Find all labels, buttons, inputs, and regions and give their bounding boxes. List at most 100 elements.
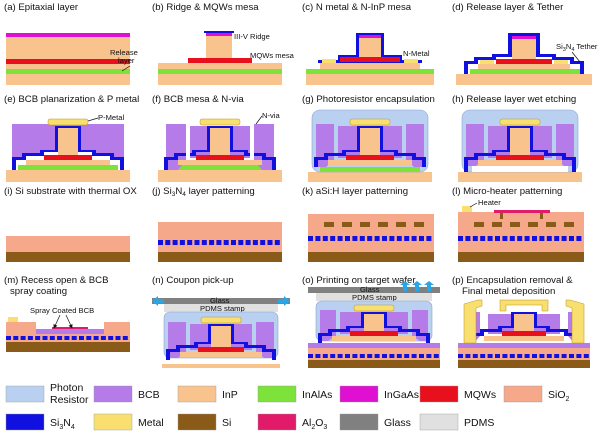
al2o3-layer xyxy=(494,210,550,213)
panel-g-caption: (g) Photoresistor encapsulation xyxy=(302,94,435,105)
si3n4-pattern xyxy=(6,336,128,340)
legend-swatch xyxy=(339,385,379,403)
pattern-block xyxy=(458,236,463,241)
pattern-block xyxy=(71,336,77,340)
pdms-stamp xyxy=(164,304,278,312)
pattern-block xyxy=(411,354,417,358)
n-metal-label: N-Metal xyxy=(403,49,430,58)
pattern-block xyxy=(93,336,99,340)
legend-item: BCB xyxy=(93,385,160,403)
panel-i-caption: (i) Si substrate with thermal OX xyxy=(4,186,137,197)
release-arrow-1 xyxy=(400,281,410,291)
pattern-block xyxy=(396,222,406,227)
pattern-block xyxy=(554,236,560,241)
thermal-oxide xyxy=(6,236,130,252)
pattern-block xyxy=(79,336,84,340)
legend-label: Si xyxy=(222,417,231,429)
panel-n-caption: (n) Coupon pick-up xyxy=(152,275,234,286)
pattern-block xyxy=(458,354,463,358)
si3n4-pattern xyxy=(308,354,439,358)
pattern-block xyxy=(352,236,358,241)
si3n4-pattern xyxy=(308,236,432,241)
spray-bcb-label: Spray Coated BCB xyxy=(30,306,94,315)
pattern-block xyxy=(216,240,222,245)
pattern-block xyxy=(345,236,350,241)
si3n4-pattern xyxy=(158,240,280,245)
panel-o-caption: (o) Printing on target wafer xyxy=(302,275,416,286)
ridge-label: III-V Ridge xyxy=(234,32,270,41)
pattern-block xyxy=(359,354,365,358)
legend-label: Photon xyxy=(50,382,83,394)
legend-label: InGaAs xyxy=(384,389,419,401)
final-metal-left xyxy=(463,299,483,344)
pattern-block xyxy=(411,236,417,241)
pattern-block xyxy=(576,354,582,358)
pattern-block xyxy=(465,354,471,358)
pattern-block xyxy=(546,236,552,241)
glass-plate xyxy=(152,298,290,304)
pattern-block xyxy=(367,354,373,358)
n-via-label: N-via xyxy=(262,111,280,120)
asi-pattern xyxy=(324,222,424,227)
panel-e-caption: (e) BCB planarization & P metal xyxy=(4,94,139,105)
heater-label: Heater xyxy=(478,198,501,207)
legend-label: InAlAs xyxy=(302,389,332,401)
pattern-block xyxy=(172,240,178,245)
panel-d-caption: (d) Release layer & Tether xyxy=(452,2,564,13)
pattern-block xyxy=(539,354,545,358)
n-via-right xyxy=(250,124,254,160)
pattern-block xyxy=(528,222,538,227)
glass-label-n: Glass xyxy=(210,296,230,305)
pattern-block xyxy=(315,236,321,241)
released-gap xyxy=(472,166,568,172)
legend-item: Glass xyxy=(339,413,411,431)
pattern-block xyxy=(480,236,486,241)
panel-b-caption: (b) Ridge & MQWs mesa xyxy=(152,2,259,13)
si-substrate xyxy=(6,252,130,262)
pattern-block xyxy=(345,354,350,358)
legend-swatch xyxy=(93,385,133,403)
pattern-block xyxy=(274,240,280,245)
panel-k: (k) aSi:H layer patterning xyxy=(302,186,434,262)
panel-n: (n) Coupon pick-up Glass PDMS stamp xyxy=(152,275,290,368)
legend-item: InAlAs xyxy=(257,385,332,403)
release-layer-label-2: layer xyxy=(118,56,135,65)
si3n4-pattern xyxy=(458,236,582,241)
legend-label: SiO2 xyxy=(548,389,570,403)
pattern-block xyxy=(396,354,402,358)
pattern-block xyxy=(260,240,266,245)
pattern-block xyxy=(308,236,313,241)
panel-k-caption: (k) aSi:H layer patterning xyxy=(302,186,408,197)
pattern-block xyxy=(426,236,432,241)
mqw-mesa xyxy=(188,58,252,63)
pattern-block xyxy=(360,222,370,227)
pattern-block xyxy=(517,236,523,241)
pattern-block xyxy=(252,240,258,245)
spray-bcb xyxy=(36,329,104,334)
legend-item: SiO2 xyxy=(503,385,570,403)
legend-item: Al2O3 xyxy=(257,413,327,431)
legend-swatch xyxy=(257,413,297,431)
legend-swatch xyxy=(257,385,297,403)
pattern-block xyxy=(472,354,478,358)
panel-h: (h) Release layer wet etching xyxy=(452,94,582,182)
pattern-block xyxy=(419,354,424,358)
final-metal-top xyxy=(499,299,549,312)
pattern-block xyxy=(35,336,41,340)
legend-item: Si xyxy=(177,413,231,431)
pattern-block xyxy=(382,354,387,358)
pattern-block xyxy=(245,240,251,245)
pattern-block xyxy=(472,236,478,241)
pattern-block xyxy=(374,236,380,241)
pdms-label-n: PDMS stamp xyxy=(200,304,245,313)
pattern-block xyxy=(187,240,193,245)
p-metal xyxy=(47,118,89,126)
legend-swatch xyxy=(503,385,543,403)
legend-swatch xyxy=(5,385,45,403)
pattern-block xyxy=(576,236,582,241)
pattern-block xyxy=(546,222,556,227)
legend-item: Metal xyxy=(93,413,164,431)
panel-d: (d) Release layer & Tether Si3N4 Tether xyxy=(452,2,598,85)
pattern-block xyxy=(532,354,537,358)
